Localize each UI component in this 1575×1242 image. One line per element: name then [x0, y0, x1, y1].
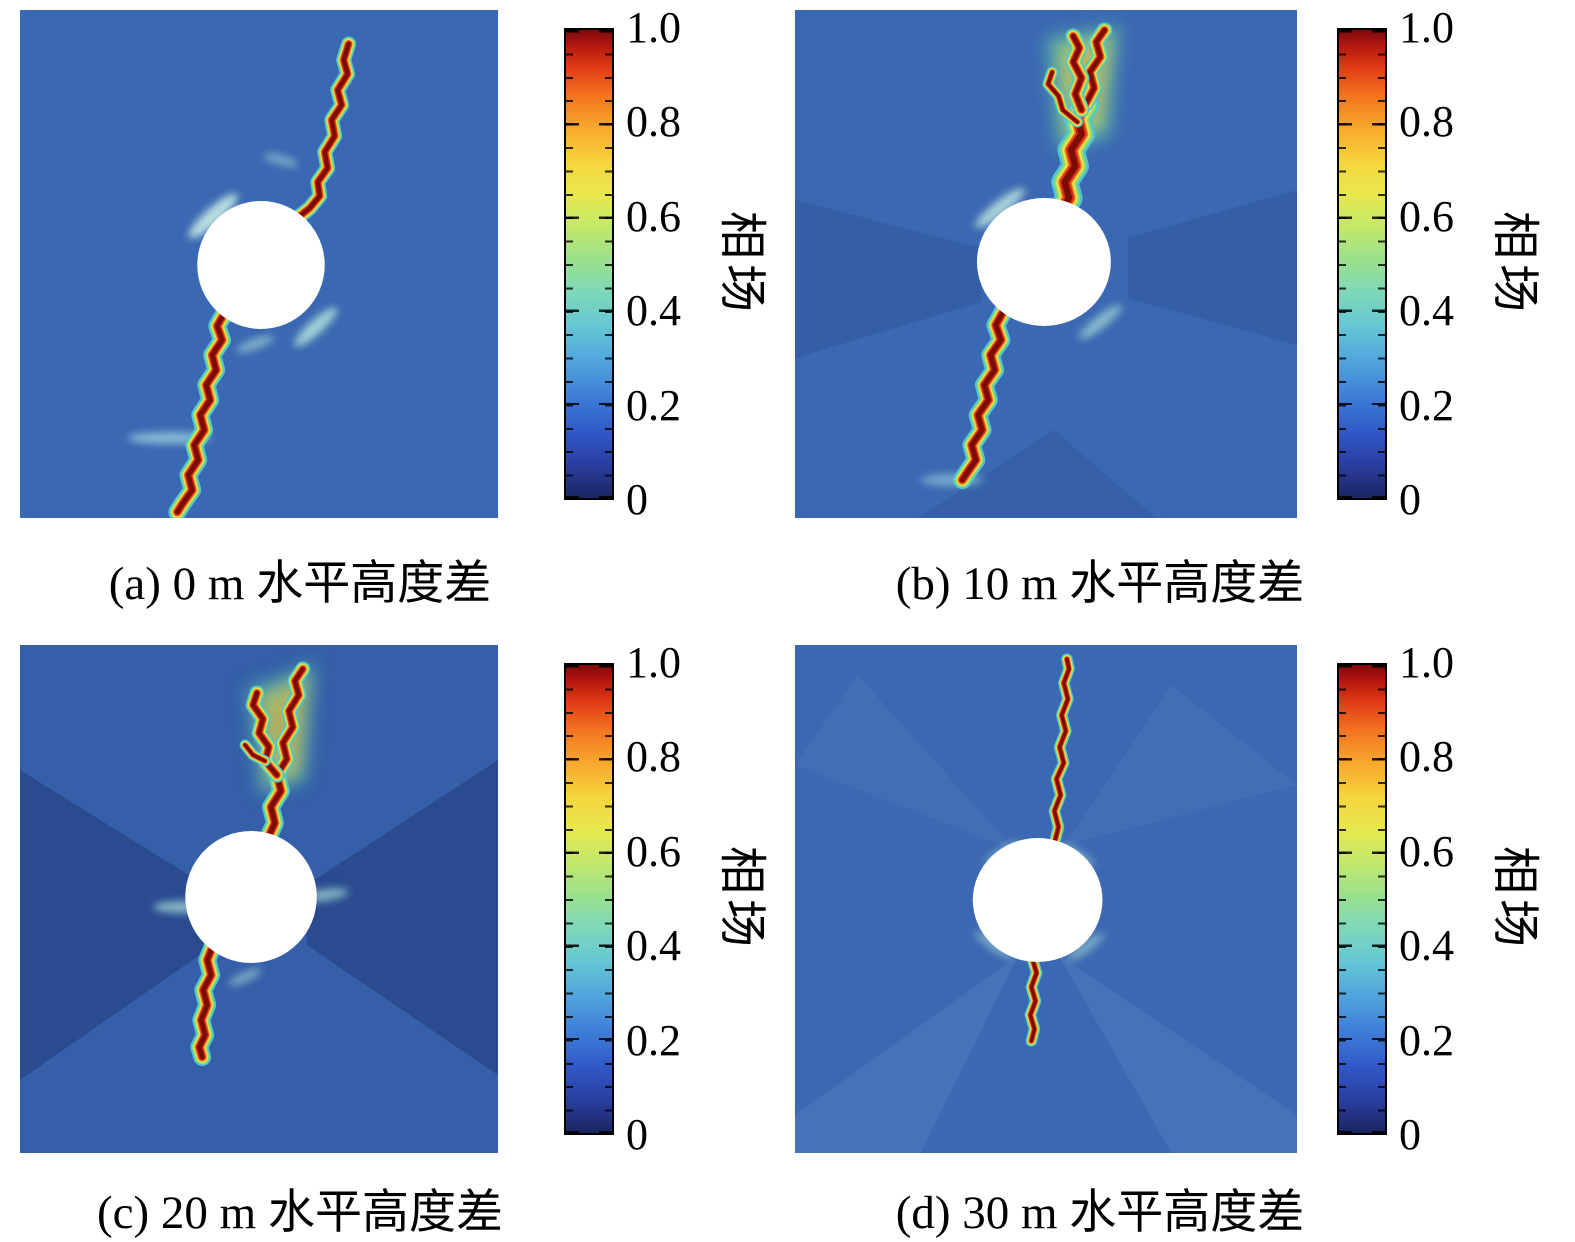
tunnel-hole [976, 198, 1111, 326]
colorbar-title-wrap: 相场 [714, 663, 780, 1135]
colorbar-major-ticks-left [566, 30, 579, 498]
colorbar-major-ticks-right [599, 30, 612, 498]
tick-label: 0.4 [1399, 286, 1454, 336]
panel-a: 1.0 0.8 0.6 0.4 0.2 0 相场 (a) 0 m 水平高度差 [0, 0, 787, 618]
tick-label: 0.6 [1399, 826, 1454, 876]
tick-label: 0 [1399, 475, 1421, 524]
colorbar-major-ticks-left [566, 665, 579, 1133]
tunnel-hole [185, 831, 317, 963]
tick-label: 0 [626, 475, 648, 524]
stress-shadow-right [1127, 190, 1297, 345]
panel-caption-c: (c) 20 m 水平高度差 [97, 1187, 503, 1239]
stress-shadow-bottom [918, 430, 1156, 518]
panel-d: 1.0 0.8 0.6 0.4 0.2 0 相场 (d) 30 m 水平高度差 [787, 618, 1575, 1239]
colorbar-title-wrap: 相场 [1487, 663, 1553, 1135]
tick-label: 0.2 [1399, 380, 1454, 430]
colorbar-title: 相场 [715, 845, 769, 953]
colorbar [564, 28, 614, 500]
tick-label: 0 [626, 1110, 648, 1159]
panel-caption-d: (d) 30 m 水平高度差 [895, 1187, 1305, 1239]
colorbar [1337, 663, 1387, 1135]
light-fan-bottom-right [1058, 955, 1297, 1153]
colorbar-tick-labels: 1.0 0.8 0.6 0.4 0.2 0 [614, 6, 714, 522]
colorbar-group-d: 1.0 0.8 0.6 0.4 0.2 0 相场 [1337, 641, 1553, 1157]
crack-branch-2 [1073, 36, 1081, 110]
tunnel-hole [197, 201, 325, 329]
tick-label: 0.6 [626, 826, 681, 876]
colorbar-title-wrap: 相场 [1487, 28, 1553, 500]
colorbar-title: 相场 [715, 210, 769, 318]
tick-label: 0.8 [626, 732, 681, 782]
stress-shadow-left [20, 770, 212, 1080]
colorbar-tick-labels: 1.0 0.8 0.6 0.4 0.2 0 [1387, 641, 1487, 1157]
phase-field-plot-c [20, 645, 498, 1153]
tunnel-hole [972, 838, 1103, 962]
phase-field-plot-b [795, 10, 1297, 518]
colorbar-tick-labels: 1.0 0.8 0.6 0.4 0.2 0 [614, 641, 714, 1157]
light-fan-bottom-left [795, 955, 1019, 1153]
colorbar-tick-labels: 1.0 0.8 0.6 0.4 0.2 0 [1387, 6, 1487, 522]
light-fan-top-right [1064, 685, 1297, 845]
tick-label: 0.2 [1399, 1015, 1454, 1065]
phase-field-plot-a [20, 10, 498, 518]
tick-label: 1.0 [1399, 3, 1454, 52]
colorbar-major-ticks-right [599, 665, 612, 1133]
panel-b: 1.0 0.8 0.6 0.4 0.2 0 相场 (b) 10 m 水平高度差 [787, 0, 1575, 618]
tick-label: 1.0 [1399, 638, 1454, 687]
tick-label: 1.0 [626, 638, 681, 687]
colorbar-major-ticks-left [1339, 665, 1352, 1133]
colorbar-title: 相场 [1488, 210, 1542, 318]
tick-label: 0.4 [626, 286, 681, 336]
tick-label: 0 [1399, 1110, 1421, 1159]
tick-label: 0.2 [626, 380, 681, 430]
tick-label: 0.4 [1399, 921, 1454, 971]
panel-c: 1.0 0.8 0.6 0.4 0.2 0 相场 (c) 20 m 水平高度差 [0, 618, 787, 1239]
stress-shadow-left [795, 200, 982, 358]
colorbar-group-c: 1.0 0.8 0.6 0.4 0.2 0 相场 [564, 641, 780, 1157]
light-fan-top-left [795, 675, 1015, 850]
crack-lower [199, 945, 213, 1057]
colorbar-group-b: 1.0 0.8 0.6 0.4 0.2 0 相场 [1337, 6, 1553, 522]
colorbar-title: 相场 [1488, 845, 1542, 953]
tick-label: 0.6 [626, 191, 681, 241]
tick-label: 0.8 [1399, 97, 1454, 147]
tick-label: 0.2 [626, 1015, 681, 1065]
colorbar-major-ticks-right [1372, 665, 1385, 1133]
panel-caption-b: (b) 10 m 水平高度差 [895, 558, 1305, 610]
colorbar [1337, 28, 1387, 500]
tick-label: 1.0 [626, 3, 681, 52]
colorbar-group-a: 1.0 0.8 0.6 0.4 0.2 0 相场 [564, 6, 780, 522]
panel-caption-a: (a) 0 m 水平高度差 [108, 558, 492, 610]
colorbar-major-ticks-left [1339, 30, 1352, 498]
tick-label: 0.8 [1399, 732, 1454, 782]
tick-label: 0.8 [626, 97, 681, 147]
stress-shadow-right [306, 760, 498, 1075]
crack-lower [1030, 959, 1036, 1041]
phase-field-plot-d [795, 645, 1297, 1153]
colorbar-title-wrap: 相场 [714, 28, 780, 500]
tick-label: 0.4 [626, 921, 681, 971]
colorbar-major-ticks-right [1372, 30, 1385, 498]
tick-label: 0.6 [1399, 191, 1454, 241]
colorbar [564, 663, 614, 1135]
